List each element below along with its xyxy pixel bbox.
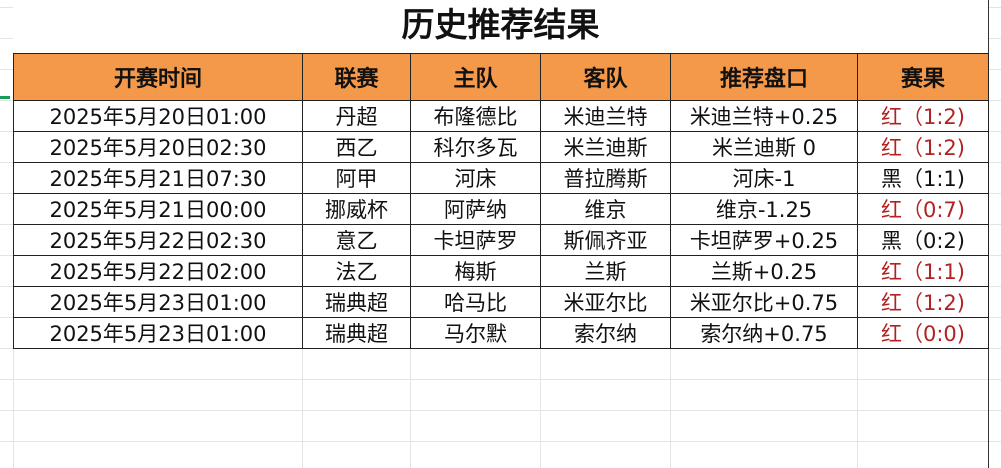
- row-selection-indicator: [0, 96, 10, 99]
- cell-time[interactable]: 2025年5月22日02:00: [13, 255, 303, 287]
- sheet-title[interactable]: 历史推荐结果: [13, 0, 988, 53]
- cell-result[interactable]: 黑（1:1): [857, 162, 989, 194]
- cell-away[interactable]: 兰斯: [540, 255, 671, 287]
- cell-pick[interactable]: 维京-1.25: [670, 193, 858, 225]
- cell-pick[interactable]: 河床-1: [670, 162, 858, 194]
- cell-time[interactable]: 2025年5月20日01:00: [13, 100, 303, 132]
- cell-away[interactable]: 索尔纳: [540, 317, 671, 349]
- cell-home[interactable]: 阿萨纳: [410, 193, 541, 225]
- cell-time[interactable]: 2025年5月20日02:30: [13, 131, 303, 163]
- header-cell-home[interactable]: 主队: [410, 53, 541, 101]
- cell-home[interactable]: 梅斯: [410, 255, 541, 287]
- cell-time[interactable]: 2025年5月21日00:00: [13, 193, 303, 225]
- cell-away[interactable]: 米兰迪斯: [540, 131, 671, 163]
- header-cell-away[interactable]: 客队: [540, 53, 671, 101]
- cell-away[interactable]: 米迪兰特: [540, 100, 671, 132]
- cell-home[interactable]: 河床: [410, 162, 541, 194]
- cell-home[interactable]: 布隆德比: [410, 100, 541, 132]
- cell-league[interactable]: 意乙: [302, 224, 411, 256]
- table-row: 2025年5月21日07:30 阿甲 河床 普拉腾斯 河床-1 黑（1:1): [13, 162, 989, 194]
- cell-home[interactable]: 卡坦萨罗: [410, 224, 541, 256]
- cell-result[interactable]: 红（0:7): [857, 193, 989, 225]
- table-row: 2025年5月23日01:00 瑞典超 哈马比 米亚尔比 米亚尔比+0.75 红（1:2): [13, 286, 989, 318]
- cell-away[interactable]: 斯佩齐亚: [540, 224, 671, 256]
- cell-time[interactable]: 2025年5月23日01:00: [13, 286, 303, 318]
- cell-result[interactable]: 红（1:1): [857, 255, 989, 287]
- cell-league[interactable]: 阿甲: [302, 162, 411, 194]
- cell-result[interactable]: 红（1:2): [857, 286, 989, 318]
- table-row: 2025年5月20日02:30 西乙 科尔多瓦 米兰迪斯 米兰迪斯 0 红（1:2): [13, 131, 989, 163]
- table-row: 2025年5月20日01:00 丹超 布隆德比 米迪兰特 米迪兰特+0.25 红（1:2): [13, 100, 989, 132]
- cell-home[interactable]: 哈马比: [410, 286, 541, 318]
- cell-away[interactable]: 米亚尔比: [540, 286, 671, 318]
- table-row: 2025年5月22日02:30 意乙 卡坦萨罗 斯佩齐亚 卡坦萨罗+0.25 黑（0:2): [13, 224, 989, 256]
- cell-league[interactable]: 瑞典超: [302, 286, 411, 318]
- results-table: 开赛时间 联赛 主队 客队 推荐盘口 赛果 2025年5月20日01:00 丹超布…: [13, 53, 989, 349]
- cell-pick[interactable]: 米迪兰特+0.25: [670, 100, 858, 132]
- cell-result[interactable]: 黑（0:2): [857, 224, 989, 256]
- header-cell-pick[interactable]: 推荐盘口: [670, 53, 858, 101]
- table-row: 2025年5月23日01:00 瑞典超 马尔默 索尔纳 索尔纳+0.75 红（0:0): [13, 317, 989, 349]
- cell-pick[interactable]: 兰斯+0.25: [670, 255, 858, 287]
- cell-away[interactable]: 普拉腾斯: [540, 162, 671, 194]
- cell-result[interactable]: 红（0:0): [857, 317, 989, 349]
- header-cell-time[interactable]: 开赛时间: [13, 53, 303, 101]
- cell-time[interactable]: 2025年5月22日02:30: [13, 224, 303, 256]
- cell-away[interactable]: 维京: [540, 193, 671, 225]
- cell-home[interactable]: 科尔多瓦: [410, 131, 541, 163]
- cell-pick[interactable]: 米亚尔比+0.75: [670, 286, 858, 318]
- cell-league[interactable]: 挪威杯: [302, 193, 411, 225]
- table-row: 2025年5月21日00:00 挪威杯 阿萨纳 维京 维京-1.25 红（0:7): [13, 193, 989, 225]
- cell-league[interactable]: 西乙: [302, 131, 411, 163]
- header-row: 开赛时间 联赛 主队 客队 推荐盘口 赛果: [13, 53, 989, 101]
- cell-result[interactable]: 红（1:2): [857, 131, 989, 163]
- cell-league[interactable]: 瑞典超: [302, 317, 411, 349]
- cell-home[interactable]: 马尔默: [410, 317, 541, 349]
- cell-time[interactable]: 2025年5月21日07:30: [13, 162, 303, 194]
- header-cell-result[interactable]: 赛果: [857, 53, 989, 101]
- cell-pick[interactable]: 卡坦萨罗+0.25: [670, 224, 858, 256]
- cell-pick[interactable]: 索尔纳+0.75: [670, 317, 858, 349]
- header-cell-league[interactable]: 联赛: [302, 53, 411, 101]
- cell-league[interactable]: 法乙: [302, 255, 411, 287]
- cell-league[interactable]: 丹超: [302, 100, 411, 132]
- table-row: 2025年5月22日02:00 法乙 梅斯 兰斯 兰斯+0.25 红（1:1): [13, 255, 989, 287]
- cell-pick[interactable]: 米兰迪斯 0: [670, 131, 858, 163]
- cell-result[interactable]: 红（1:2): [857, 100, 989, 132]
- cell-time[interactable]: 2025年5月23日01:00: [13, 317, 303, 349]
